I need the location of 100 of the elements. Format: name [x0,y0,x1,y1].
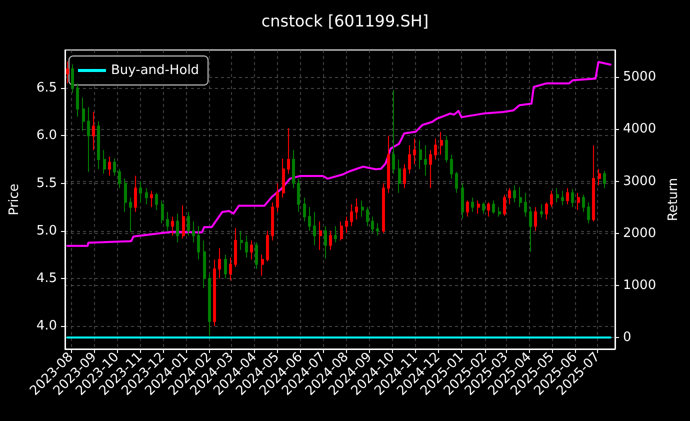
candlestick [224,254,227,280]
candlestick [398,159,401,194]
candlestick [450,154,453,180]
y2-tick-label: 2000 [623,226,656,241]
candlestick [371,216,374,234]
y2-tick-label: 4000 [623,122,656,137]
candlestick [550,190,553,208]
candlestick [529,206,532,252]
y2-axis-title: Return [666,178,681,222]
candlestick [334,226,337,243]
candlestick [471,197,474,212]
candlestick [513,184,516,203]
candlestick [145,188,148,205]
candlestick [82,97,85,132]
candlestick [76,82,79,118]
candlestick [97,120,100,170]
candlestick [413,138,416,165]
candlestick [240,230,243,250]
candlestick [345,216,348,234]
candlestick [197,226,200,260]
candlestick [71,64,74,94]
candlestick [261,254,264,276]
line-series [66,60,612,247]
candlestick [213,258,216,327]
candlestick [419,140,422,170]
candlestick [361,200,364,218]
candlestick [582,194,585,212]
candlestick [245,235,248,258]
candlestick [429,149,432,189]
candlestick [129,197,132,232]
candlestick [208,273,211,336]
chart-title: cnstock [601199.SH] [261,12,429,30]
candlestick [139,180,142,203]
candlestick [556,188,559,203]
candlestick [113,158,116,176]
candlestick [276,182,279,212]
candlestick [329,230,332,250]
y2-tick-label: 3000 [623,174,656,189]
candlestick [603,170,606,189]
candlestick [355,198,358,220]
candlestick [598,168,601,186]
candlestick [187,211,190,236]
candlestick [408,144,411,174]
candlestick [324,226,327,260]
candlestick [250,240,253,260]
y-tick-label: 4.0 [36,318,57,334]
candlestick [150,190,153,208]
candlestick [498,206,501,218]
candlestick [303,197,306,222]
candlestick [282,158,285,198]
candlestick [340,220,343,241]
y-tick-label: 4.5 [36,271,57,286]
y2-tick-label: 1000 [623,278,656,293]
candlestick [376,222,379,236]
candlestick [271,202,274,241]
y-tick-label: 6.5 [36,80,57,96]
candlestick [171,216,174,236]
candlestick [87,106,90,172]
candlestick [203,240,206,289]
candlestick [319,220,322,250]
candlestick [234,228,237,268]
candlestick [118,168,121,189]
candlestick [577,192,580,210]
y2-tick-label: 5000 [623,70,656,85]
y-axis-title: Price [7,184,22,216]
candlestick [545,202,548,220]
candlestick [466,200,469,218]
candlestick [124,178,127,212]
y-tick-label: 5.5 [36,176,57,191]
candlestick [461,182,464,220]
candlestick [487,202,490,218]
candlestick [66,60,69,84]
candlestick [492,200,495,214]
candlestick [92,111,95,150]
candlestick [308,206,311,232]
candlestick [182,204,185,240]
candlestick [534,206,537,232]
y-tick-label: 6.0 [36,128,57,144]
candlestick [292,149,295,189]
candlestick [566,188,569,205]
candlestick [297,178,300,212]
candlestick [387,135,390,194]
candlestick [192,220,195,243]
candlestick [350,204,353,227]
candlestick [524,192,527,218]
candlestick [587,202,590,224]
candlestick [392,89,395,174]
candlestick [287,128,290,174]
candlestick [424,144,427,176]
legend-label: Buy-and-Hold [111,63,200,78]
candlestick [477,200,480,214]
candlestick [255,242,258,270]
candlestick [561,190,564,206]
candlestick [455,171,458,194]
candlestick [176,213,179,243]
candlestick [508,188,511,205]
candlestick [434,138,437,160]
candlestick [218,248,221,280]
candlestick [313,211,316,246]
candlestick [108,156,111,176]
